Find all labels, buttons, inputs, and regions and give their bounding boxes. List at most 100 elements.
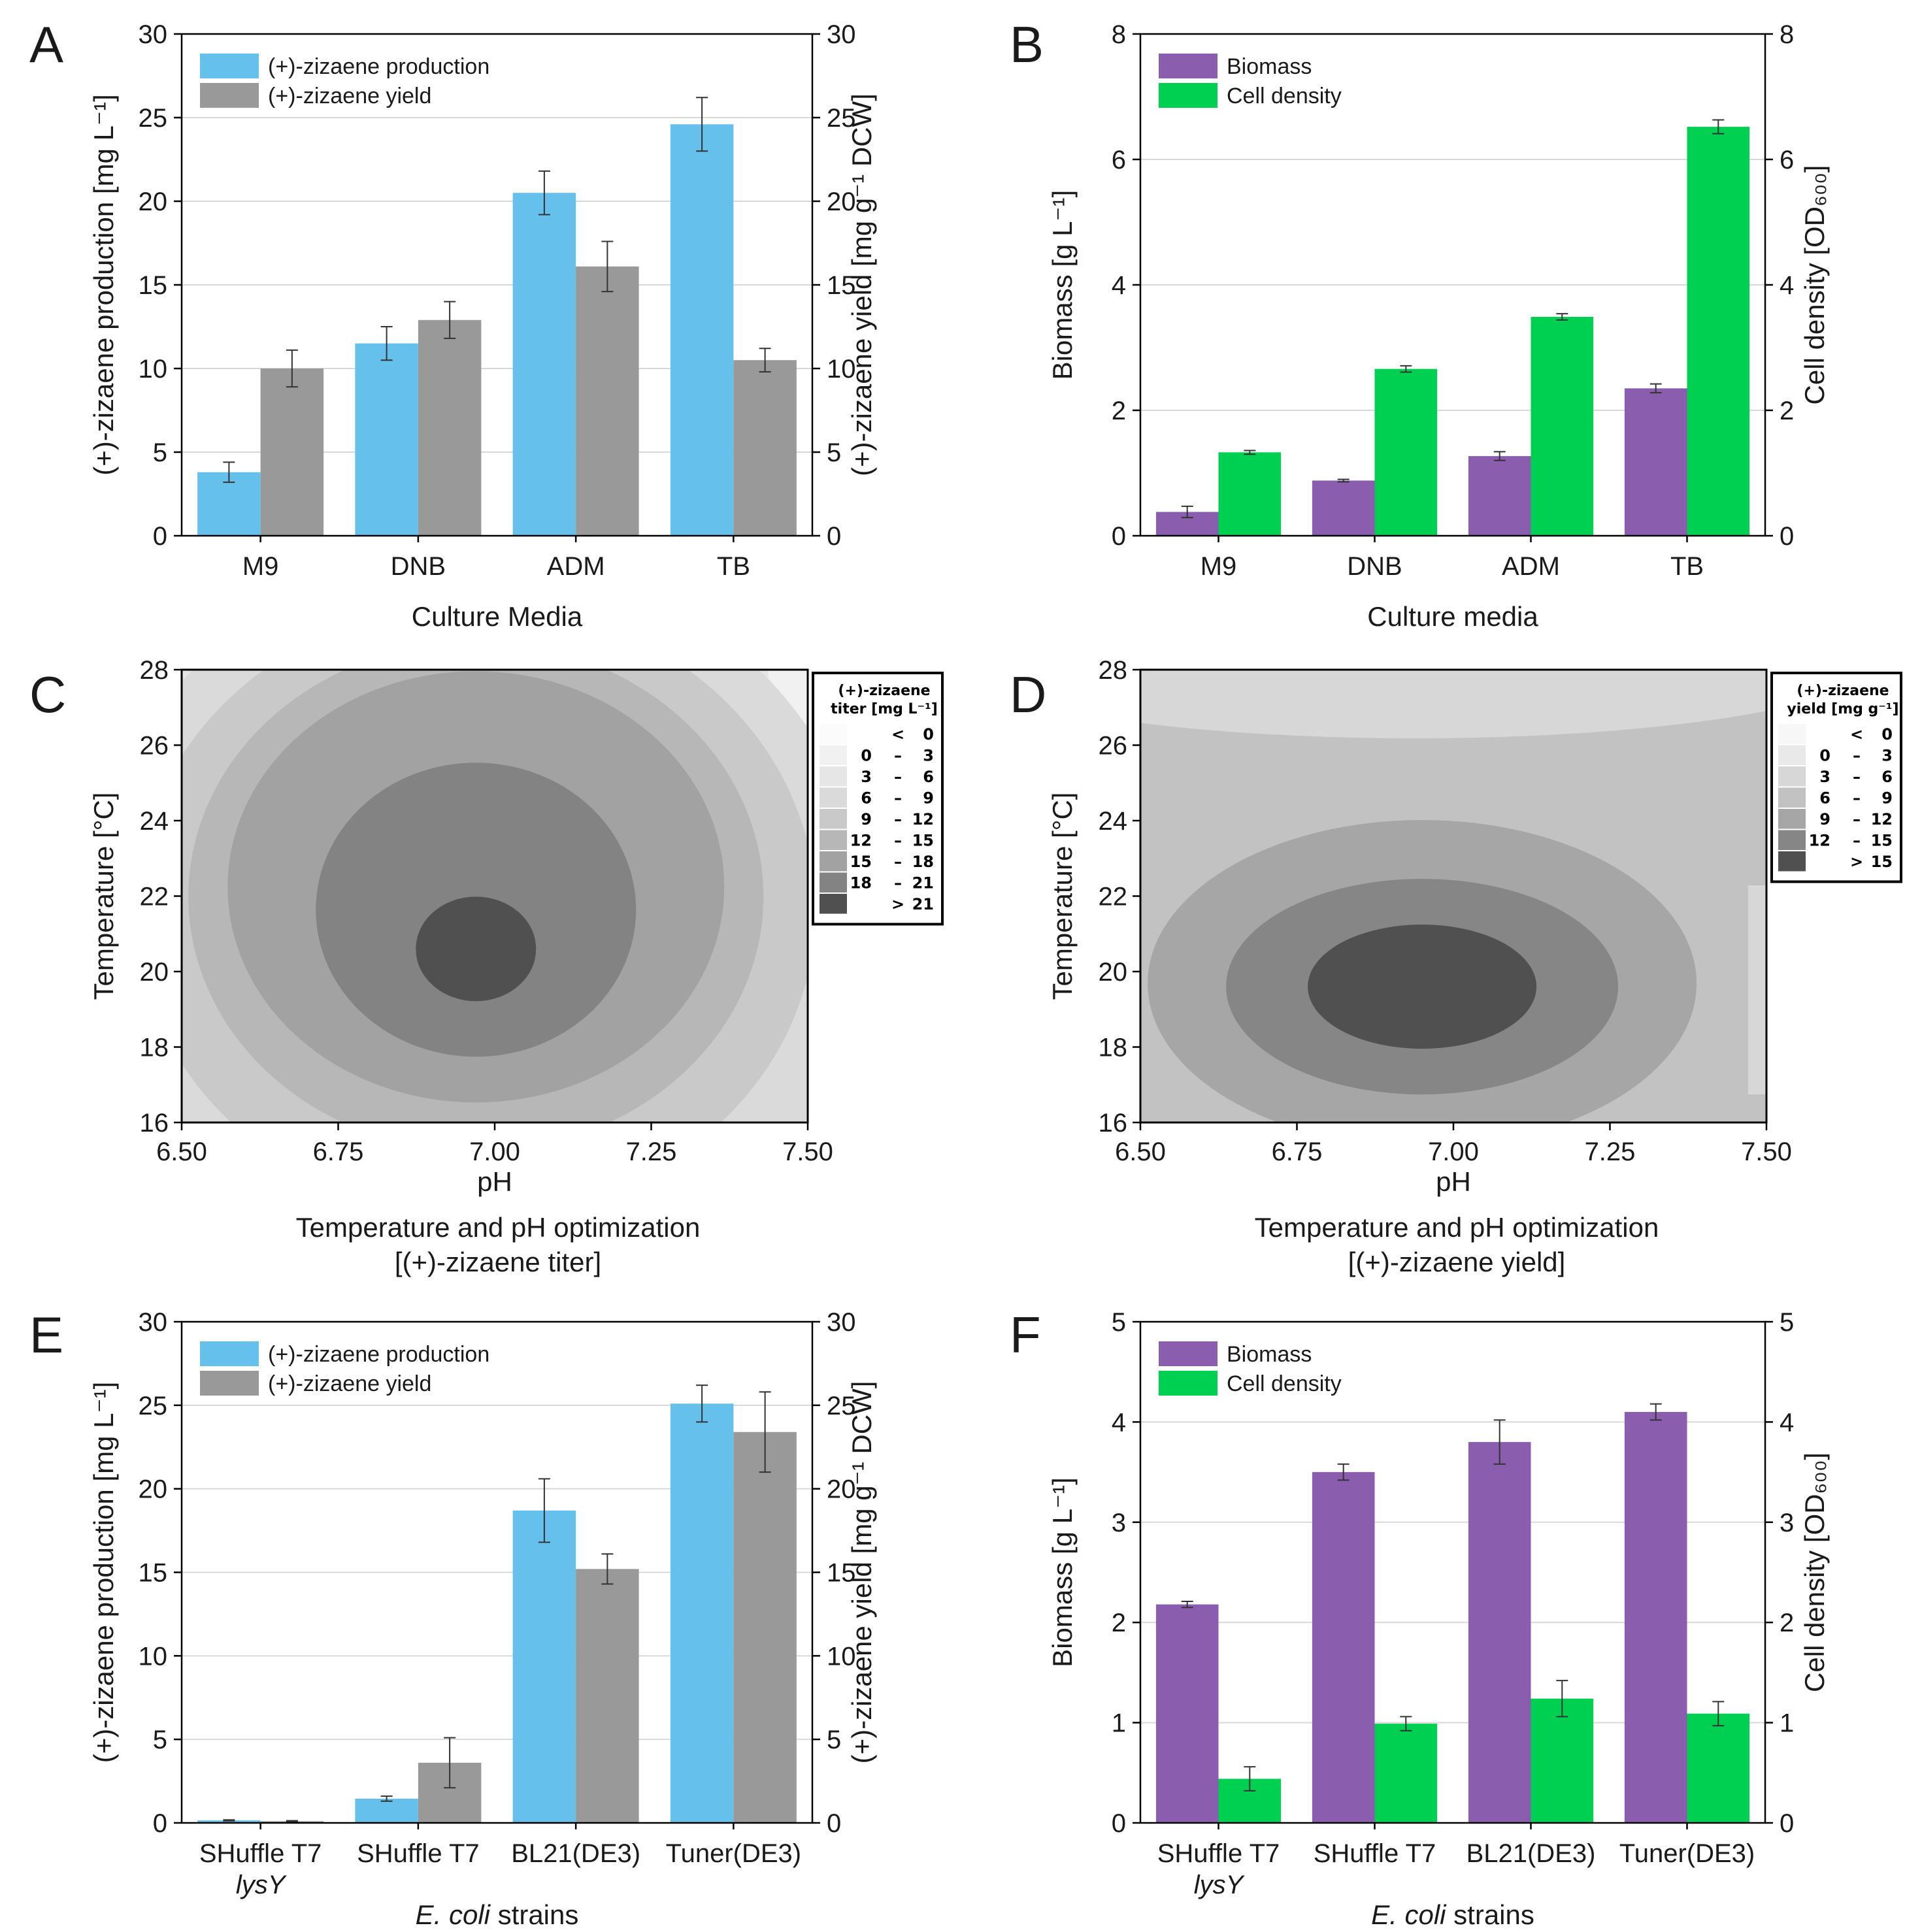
y-tick-label: 26 (1099, 732, 1128, 761)
legend-label-1: Cell density (1227, 84, 1342, 108)
bar-A-s0-3 (670, 124, 734, 536)
y-tick-label: 28 (1099, 656, 1128, 685)
y-tick-label: 24 (1099, 807, 1128, 836)
legend-range-low: 9 (1819, 810, 1830, 828)
category-label: ADM (547, 552, 605, 581)
legend-range-low: 3 (861, 768, 872, 786)
y2-tick-label: 1 (1780, 1709, 1794, 1738)
panel-D: D 16 18 20 22 24 26 28 6.50 6.75 7.00 7.25 7.50 pH Tem… (1010, 656, 1902, 1277)
y-tick-label: 20 (1099, 958, 1128, 987)
y-tick-label: 20 (139, 1475, 168, 1504)
y-tick-label: 22 (1099, 883, 1128, 911)
panel-C: C 16 18 20 22 24 26 28 6.50 6.75 7.00 7.25 7.50 pH Tem… (29, 656, 944, 1277)
y-tick-label: 1 (1112, 1709, 1126, 1738)
x-tick-label: 7.50 (782, 1138, 833, 1166)
error-bar (223, 1819, 235, 1822)
legend-range-sep: – (1853, 768, 1861, 786)
error-bar (601, 240, 614, 293)
panel-label: F (1010, 1306, 1041, 1364)
y2-axis-label: Cell density [OD₆₀₀] (1799, 165, 1830, 405)
legend-range-sep: – (894, 747, 902, 765)
chart-title: Temperature and pH optimization (296, 1212, 701, 1243)
y-tick-label: 10 (139, 355, 168, 384)
category-label: DNB (1347, 552, 1402, 581)
legend-range-sep: – (1853, 810, 1861, 828)
category-label: Tuner(DE3) (666, 1839, 801, 1868)
plot-frame (1139, 1320, 1766, 1824)
bar-F-s1-1 (1374, 1724, 1438, 1823)
x-tick-label: 6.75 (1272, 1138, 1323, 1166)
contour-field (182, 670, 808, 1122)
error-bar (1181, 1600, 1193, 1609)
error-bar (601, 1553, 614, 1585)
y-axis-label: Biomass [g L⁻¹] (1047, 190, 1078, 380)
y-tick-label: 4 (1112, 271, 1126, 300)
chart-title: Temperature and pH optimization (1255, 1212, 1659, 1243)
y2-tick-label: 2 (1780, 1609, 1794, 1637)
error-bar (444, 1737, 456, 1789)
y-tick-label: 8 (1112, 20, 1126, 49)
error-bar (1337, 1463, 1350, 1481)
legend-range-high: 18 (912, 853, 934, 871)
bar-E-s0-1 (355, 1798, 418, 1823)
y-tick-label: 2 (1112, 397, 1126, 425)
error-bar (538, 1478, 550, 1543)
category-label: DNB (391, 552, 446, 581)
legend-range-sep: – (1853, 747, 1861, 765)
x-axis-label: E. coli strains (1371, 1899, 1534, 1930)
error-bar (538, 170, 550, 216)
bar-A-s1-3 (733, 360, 797, 536)
legend-swatch (820, 872, 847, 892)
y2-tick-label: 4 (1780, 1408, 1794, 1437)
y2-tick-label: 20 (827, 1475, 856, 1504)
y2-axis-label: (+)-zizaene yield [mg g⁻¹ DCW] (846, 93, 877, 476)
legend-title-1: (+)-zizaene (838, 683, 930, 699)
legend-swatch (820, 724, 847, 744)
error-bar (1556, 313, 1568, 321)
bar-A-s1-1 (418, 319, 482, 536)
legend-swatch (820, 787, 847, 808)
y-tick-label: 16 (1099, 1109, 1128, 1138)
bar-E-s0-3 (670, 1403, 734, 1823)
contour-right-strip (1748, 885, 1766, 1094)
panel-F: F 0 1 2 3 4 5 0 1 2 3 4 5 SHuffle T7 lysY SHuffle T7 BL2… (1010, 1306, 1830, 1930)
y-tick-label: 0 (1112, 522, 1126, 551)
legend-range-high: 0 (1881, 725, 1893, 744)
panel-label: A (29, 16, 63, 73)
legend-range-low: 0 (1819, 747, 1830, 765)
x-axis-label-rest: strains (1446, 1899, 1534, 1930)
y2-tick-label: 10 (827, 355, 856, 384)
y-tick-label: 3 (1112, 1509, 1126, 1537)
y-axis-label: Biomass [g L⁻¹] (1047, 1477, 1078, 1667)
legend-swatch-1 (200, 83, 259, 108)
category-label: BL21(DE3) (511, 1839, 640, 1868)
bar-E-s1-3 (733, 1432, 797, 1823)
y-tick-label: 4 (1112, 1408, 1126, 1437)
y-tick-label: 10 (139, 1642, 168, 1671)
legend-range-sep: < (1850, 725, 1863, 744)
x-axis-label-italic: E. coli (416, 1899, 491, 1930)
error-bar (1649, 1403, 1662, 1421)
error-bar (1712, 119, 1725, 135)
y-tick-label: 15 (139, 271, 168, 300)
x-axis-label: Culture Media (412, 601, 583, 632)
legend-range-sep: – (894, 810, 902, 828)
y-axis-label: Temperature [°C] (88, 793, 119, 1000)
category-sublabel: lysY (236, 1871, 288, 1899)
legend-range-low: 12 (850, 832, 872, 850)
y2-tick-label: 20 (827, 188, 856, 216)
legend-swatch-1 (1159, 83, 1218, 108)
legend-swatch (1778, 766, 1806, 787)
legend-range-sep: – (894, 853, 902, 871)
error-bar (1649, 383, 1662, 394)
legend-label-0: (+)-zizaene production (268, 1342, 489, 1367)
bar-F-s0-1 (1312, 1472, 1375, 1823)
x-tick-label: 7.00 (1428, 1138, 1479, 1166)
legend-range-sep: – (1853, 832, 1861, 850)
y2-tick-label: 5 (827, 438, 841, 467)
bar-F-s1-3 (1687, 1713, 1750, 1823)
legend-range-sep: – (894, 874, 902, 892)
x-tick-label: 6.50 (1115, 1138, 1166, 1166)
category-label: M9 (242, 552, 279, 581)
x-tick-label: 7.25 (1585, 1138, 1636, 1166)
